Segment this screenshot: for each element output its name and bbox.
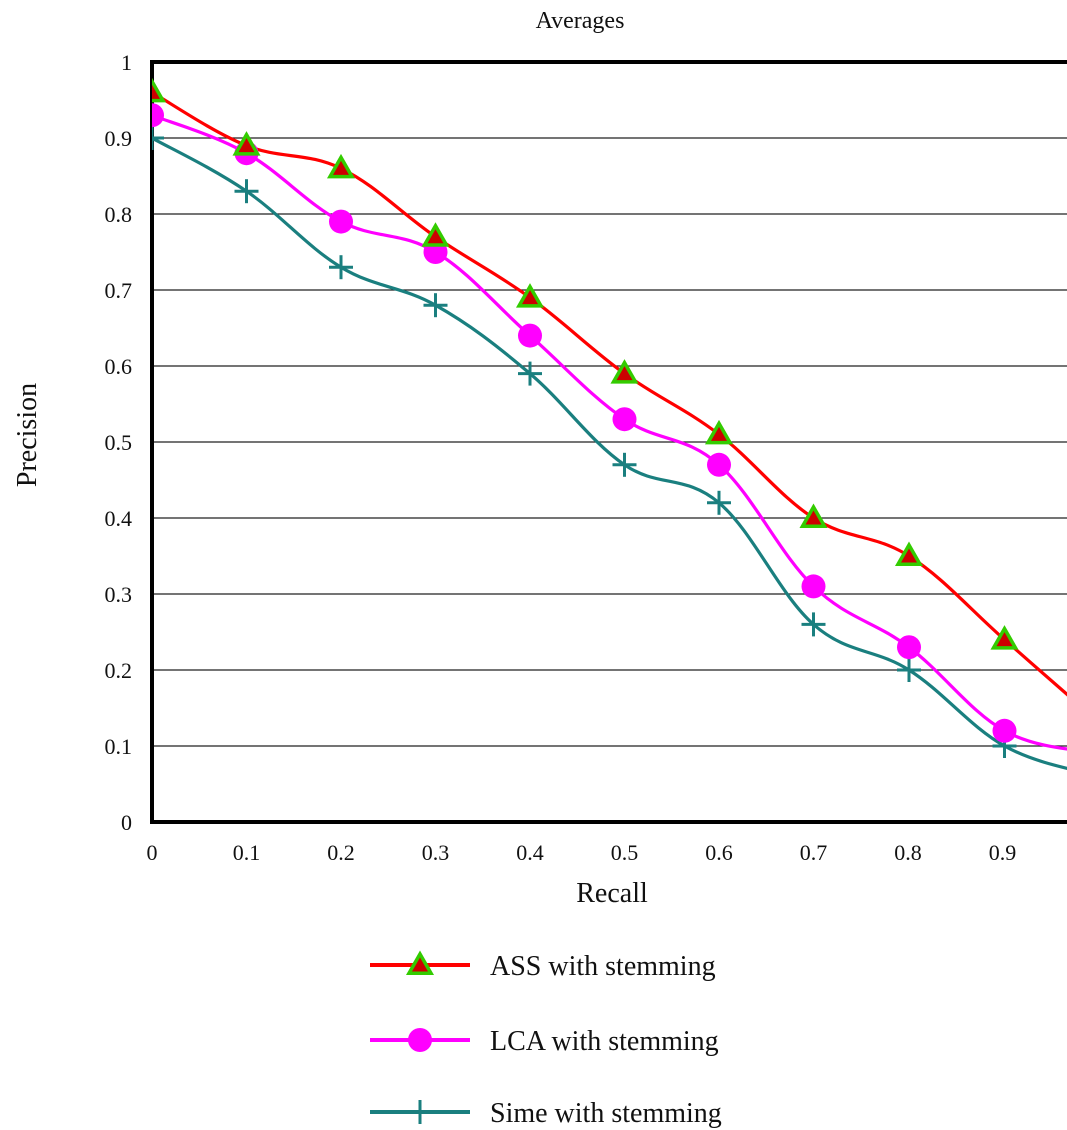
y-tick-label: 0.6 — [105, 354, 133, 379]
plus-marker — [707, 490, 731, 515]
x-tick-label: 0.2 — [327, 840, 355, 865]
triangle-marker — [232, 131, 261, 156]
y-tick-label: 0.4 — [105, 506, 133, 531]
triangle-marker — [894, 541, 924, 566]
triangle-marker — [990, 625, 1019, 650]
plus-marker — [423, 293, 448, 318]
y-tick-label: 0.1 — [105, 734, 133, 759]
x-tick-label: 0.6 — [705, 840, 733, 865]
y-tick-label: 1 — [121, 50, 132, 75]
legend-plus-marker — [408, 1100, 432, 1124]
series-lines — [152, 91, 1067, 771]
plus-marker — [329, 255, 353, 280]
plus-marker — [518, 361, 542, 386]
x-axis-label: Recall — [576, 878, 648, 909]
chart-title: Averages — [536, 8, 625, 34]
triangle-marker — [704, 419, 734, 445]
y-axis-label: Precision — [12, 383, 43, 487]
triangle-marker — [326, 153, 356, 179]
y-tick-label: 0.3 — [105, 582, 133, 607]
x-tick-label: 0.3 — [422, 840, 450, 865]
circle-marker — [612, 407, 637, 432]
y-tick-labels: 0 0.1 0.2 0.3 0.4 0.5 0.6 0.7 0.8 0.9 1 — [105, 50, 133, 835]
plus-marker — [612, 452, 637, 477]
x-tick-label: 0.8 — [894, 840, 922, 865]
circle-marker — [152, 103, 164, 128]
legend-label: Sime with stemming — [490, 1098, 722, 1129]
circle-marker — [707, 452, 731, 477]
legend-circle-marker — [408, 1028, 432, 1052]
x-tick-labels: 00.10.20.30.40.50.60.70.80.91 — [147, 840, 1017, 865]
x-tick-label: 0.1 — [233, 840, 261, 865]
y-tick-label: 0.7 — [105, 278, 133, 303]
circle-marker — [801, 574, 826, 599]
plus-marker — [152, 126, 164, 150]
plus-marker — [234, 179, 259, 204]
y-tick-label: 0.2 — [105, 658, 133, 683]
circle-marker — [518, 323, 542, 348]
legend-triangle-marker — [405, 950, 435, 975]
circle-marker — [992, 718, 1017, 743]
series-line — [152, 136, 1067, 771]
plus-marker — [897, 658, 921, 682]
x-tick-label: 0.4 — [516, 840, 544, 865]
series-line — [152, 113, 1067, 751]
y-tick-label: 0.9 — [105, 126, 133, 151]
plus-marker — [801, 612, 826, 637]
y-tick-label: 0.8 — [105, 202, 133, 227]
y-tick-label: 0 — [121, 810, 132, 835]
y-tick-label: 0.5 — [105, 430, 133, 455]
x-tick-label: 0 — [147, 840, 158, 865]
axes — [150, 60, 1067, 824]
grid-lines — [152, 61, 1067, 747]
x-tick-label: 0.5 — [611, 840, 639, 865]
triangle-marker — [421, 222, 450, 247]
triangle-marker — [799, 503, 828, 528]
circle-marker — [329, 209, 353, 234]
triangle-marker — [515, 283, 545, 308]
x-tick-label: 0.7 — [800, 840, 828, 865]
x-tick-label: 0.9 — [989, 840, 1017, 865]
circle-marker — [897, 635, 921, 660]
triangle-marker — [610, 359, 639, 384]
legend: ASS with stemming LCA with stemming Sime w… — [370, 950, 722, 1129]
legend-label: ASS with stemming — [490, 951, 716, 982]
legend-label: LCA with stemming — [490, 1026, 719, 1057]
series-markers — [152, 77, 1019, 758]
triangle-marker — [152, 77, 167, 103]
